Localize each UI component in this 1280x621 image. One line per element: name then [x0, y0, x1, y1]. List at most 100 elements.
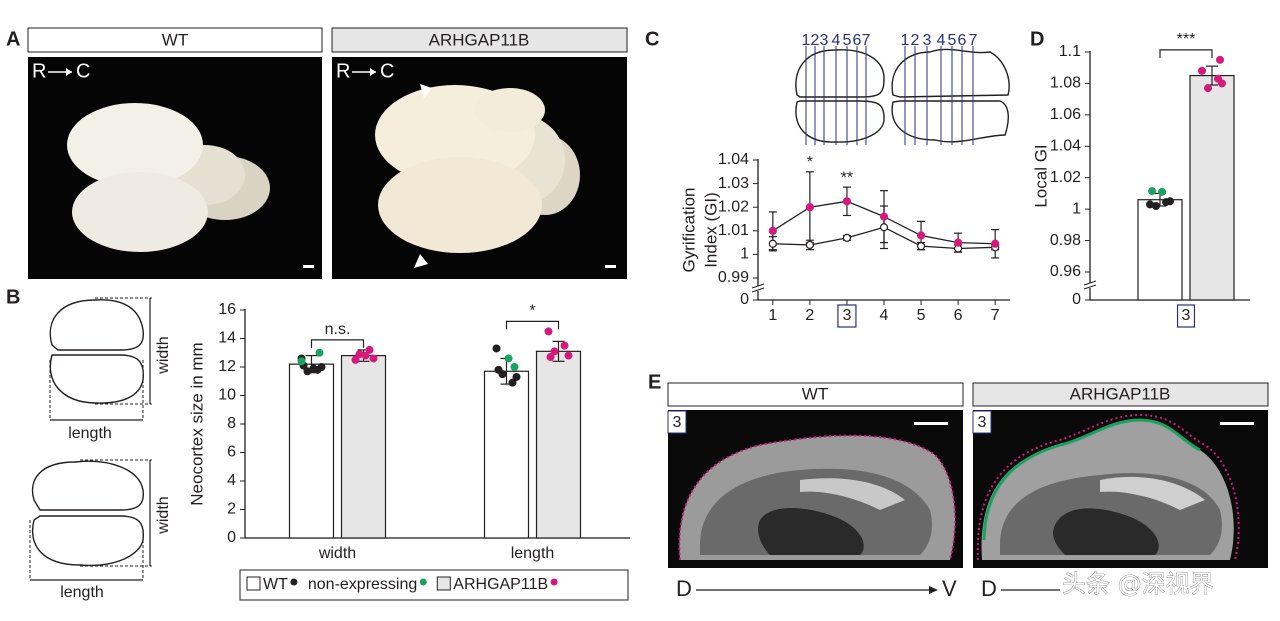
point: [879, 223, 889, 232]
y-tick-label: 1.04: [718, 151, 749, 168]
scale-bar: [605, 265, 616, 268]
data-dot: [550, 347, 559, 356]
significance: ***: [1177, 31, 1196, 48]
data-dot: [512, 372, 521, 381]
y-tick-label: 1: [740, 246, 749, 263]
axis-break: [1083, 284, 1097, 290]
arrowhead: [420, 84, 432, 98]
panel-label: D: [1030, 28, 1044, 50]
section-number: 6: [958, 32, 967, 49]
significance-bracket: [1159, 49, 1213, 58]
axis-label: V: [942, 576, 957, 601]
data-dot: [492, 344, 501, 353]
significance-bracket: [310, 339, 365, 348]
data-dot: [564, 351, 573, 360]
axis-label: D: [676, 576, 692, 601]
legend-dot: [290, 578, 298, 586]
arrow-head: [370, 68, 376, 76]
data-dot: [504, 354, 513, 363]
legend-swatch: [436, 576, 451, 591]
legend-label: WT: [263, 576, 288, 593]
x-tick-label: length: [511, 545, 555, 562]
significance-bracket: [505, 320, 560, 330]
bar: [1189, 74, 1235, 301]
panel-label: B: [6, 286, 20, 308]
panel-label: C: [645, 28, 659, 50]
point: [805, 240, 814, 250]
y-tick-label: 0.99: [718, 269, 749, 286]
scale-bar: [1220, 422, 1254, 425]
y-tick-label: 16: [218, 301, 236, 318]
x-tick-label: 3: [842, 307, 851, 324]
y-tick-label: 0: [1072, 291, 1081, 308]
point: [842, 197, 852, 206]
y-tick-label: 1.02: [1050, 169, 1081, 186]
data-dot: [1166, 197, 1174, 206]
section-number: 3: [820, 32, 829, 49]
axis-break: [751, 283, 765, 289]
x-tick-label: 3: [1182, 307, 1191, 324]
section-number: 5: [948, 32, 957, 49]
x-tick-label: 4: [880, 307, 889, 324]
category-box: [1176, 304, 1196, 328]
data-dot: [317, 363, 326, 371]
point: [991, 239, 1000, 248]
section-number: 7: [862, 32, 871, 49]
orientation: C: [380, 60, 394, 82]
header: ARHGAP11B: [1070, 384, 1171, 403]
data-dot: [351, 355, 360, 364]
point: [842, 233, 852, 242]
data-dot: [1146, 200, 1154, 209]
watermark: 头条 @深视界: [1062, 570, 1214, 598]
bar: [288, 363, 335, 539]
y-tick-label: 0: [227, 529, 236, 546]
legend-swatch: [246, 576, 261, 591]
header: ARHGAP11B: [429, 30, 530, 49]
data-dot: [1218, 79, 1226, 88]
data-dot: [1148, 187, 1156, 196]
y-tick-label: 1.06: [1050, 106, 1081, 123]
scale-bar: [303, 265, 314, 268]
legend-label: ARHGAP11B: [453, 576, 548, 593]
measure-bar: [30, 298, 151, 581]
x-tick-label: width: [318, 545, 356, 562]
diagram-label: width: [155, 496, 172, 534]
x-tick-label: 6: [954, 307, 963, 324]
y-tick-label: 0.96: [1050, 263, 1081, 280]
data-dot: [546, 353, 555, 362]
significance: *: [529, 303, 535, 320]
section-number: 3: [923, 32, 932, 49]
data-dot: [361, 351, 370, 360]
header-box: [331, 27, 628, 53]
measure-guide: [29, 297, 152, 580]
arrow-head: [66, 68, 72, 76]
data-dot: [494, 365, 503, 374]
point: [879, 212, 889, 221]
x-tick-label: 7: [991, 307, 1000, 324]
axis-label: D: [981, 576, 997, 601]
significance: n.s.: [325, 321, 351, 338]
brain-outline: [31, 299, 145, 567]
significance: **: [841, 169, 853, 186]
section-number: 5: [843, 32, 852, 49]
data-dot: [1198, 66, 1206, 75]
diagram-label: width: [155, 336, 172, 374]
y-tick-label: 2: [227, 501, 236, 518]
header: WT: [802, 384, 828, 403]
bar: [1137, 199, 1183, 301]
section-number: 6: [853, 32, 862, 49]
y-tick-label: 12: [218, 358, 236, 375]
arrowhead: [414, 254, 428, 268]
y-axis-label: Neocortex size in mm: [187, 342, 206, 505]
header: WT: [162, 30, 188, 49]
scale-bar: [914, 422, 948, 425]
y-tick-label: 1.08: [1050, 75, 1081, 92]
orientation: C: [76, 60, 90, 82]
bar: [535, 350, 582, 539]
y-tick-label: 1: [1072, 200, 1081, 217]
data-dot: [510, 363, 519, 371]
axis-break: [1083, 280, 1097, 286]
y-tick-label: 1.04: [1050, 138, 1081, 155]
